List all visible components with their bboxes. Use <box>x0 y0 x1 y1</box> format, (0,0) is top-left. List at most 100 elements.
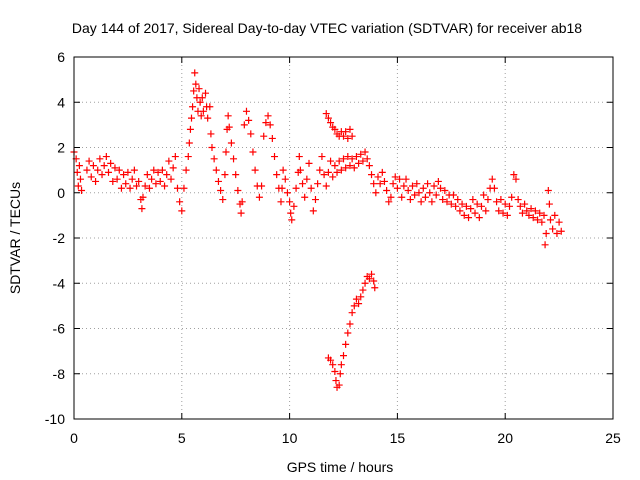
data-point <box>389 180 397 188</box>
data-point <box>365 162 373 170</box>
data-point <box>344 153 352 161</box>
data-point <box>251 166 259 174</box>
data-point <box>214 177 222 185</box>
data-point <box>148 175 156 183</box>
data-point <box>452 202 460 210</box>
data-point <box>139 193 147 201</box>
data-point <box>447 200 455 208</box>
data-point <box>184 153 192 161</box>
data-point <box>348 155 356 163</box>
data-point <box>332 377 340 385</box>
data-point <box>521 200 529 208</box>
data-point <box>432 191 440 199</box>
data-point <box>460 211 468 219</box>
data-point <box>264 112 272 120</box>
data-point <box>333 168 341 176</box>
data-point <box>551 211 559 219</box>
data-point <box>501 200 509 208</box>
data-point <box>191 69 199 77</box>
data-point <box>85 157 93 165</box>
data-point <box>113 175 121 183</box>
data-point <box>371 284 379 292</box>
data-point <box>359 286 367 294</box>
data-point <box>408 182 416 190</box>
data-point <box>83 166 91 174</box>
data-point <box>398 193 406 201</box>
data-point <box>271 153 279 161</box>
data-point <box>92 177 100 185</box>
data-point <box>331 162 339 170</box>
data-point <box>292 184 300 192</box>
y-tick-label: -4 <box>53 275 66 291</box>
data-point <box>104 168 112 176</box>
data-point <box>335 157 343 165</box>
data-point <box>240 121 248 129</box>
data-point <box>357 293 365 301</box>
data-point <box>186 125 194 133</box>
data-point <box>419 184 427 192</box>
data-point <box>316 166 324 174</box>
data-point <box>190 87 198 95</box>
data-point <box>471 209 479 217</box>
x-tick-labels: 0 5 10 15 20 25 <box>70 430 621 446</box>
y-tick-label: -10 <box>45 411 65 427</box>
data-point <box>260 132 268 140</box>
data-point <box>78 186 86 194</box>
data-point <box>109 177 117 185</box>
data-point <box>352 295 360 303</box>
data-point <box>424 180 432 188</box>
data-point <box>327 157 335 165</box>
data-point <box>357 150 365 158</box>
data-point <box>426 189 434 197</box>
data-point <box>555 218 563 226</box>
data-point <box>305 159 313 167</box>
x-tick-label: 5 <box>178 430 186 446</box>
data-point <box>273 171 281 179</box>
data-point <box>484 196 492 204</box>
data-point <box>549 225 557 233</box>
data-point <box>361 279 369 287</box>
data-point <box>348 132 356 140</box>
x-tick-label: 0 <box>70 430 78 446</box>
data-point <box>497 196 505 204</box>
data-point <box>262 119 270 127</box>
data-point <box>288 216 296 224</box>
data-point <box>467 205 475 213</box>
data-point <box>340 352 347 360</box>
data-point <box>281 175 289 183</box>
data-point <box>350 302 358 310</box>
data-point <box>324 114 332 122</box>
data-point <box>230 155 238 163</box>
y-tick-label: 4 <box>57 94 65 110</box>
data-point <box>199 107 207 115</box>
data-point <box>224 112 232 120</box>
data-point <box>391 173 399 181</box>
data-point <box>473 200 481 208</box>
data-point <box>363 155 371 163</box>
data-point <box>115 166 123 174</box>
data-point <box>557 227 565 235</box>
data-point <box>337 361 345 369</box>
data-point <box>219 196 227 204</box>
data-point <box>180 184 188 192</box>
data-point <box>437 184 445 192</box>
data-point <box>327 356 335 364</box>
data-point <box>206 103 214 111</box>
data-point <box>185 139 193 147</box>
data-point <box>434 177 442 185</box>
data-point <box>258 182 266 190</box>
data-point <box>266 121 274 129</box>
data-point <box>135 177 143 185</box>
data-point <box>368 270 376 278</box>
data-point <box>232 171 240 179</box>
data-point <box>475 214 483 222</box>
data-point <box>508 193 516 201</box>
data-point <box>503 211 511 219</box>
data-point <box>477 202 485 210</box>
data-point <box>541 241 549 249</box>
data-point <box>428 198 436 206</box>
y-axis-label: SDTVAR / TECUs <box>7 182 23 294</box>
data-point <box>133 182 141 190</box>
data-point <box>493 198 501 206</box>
